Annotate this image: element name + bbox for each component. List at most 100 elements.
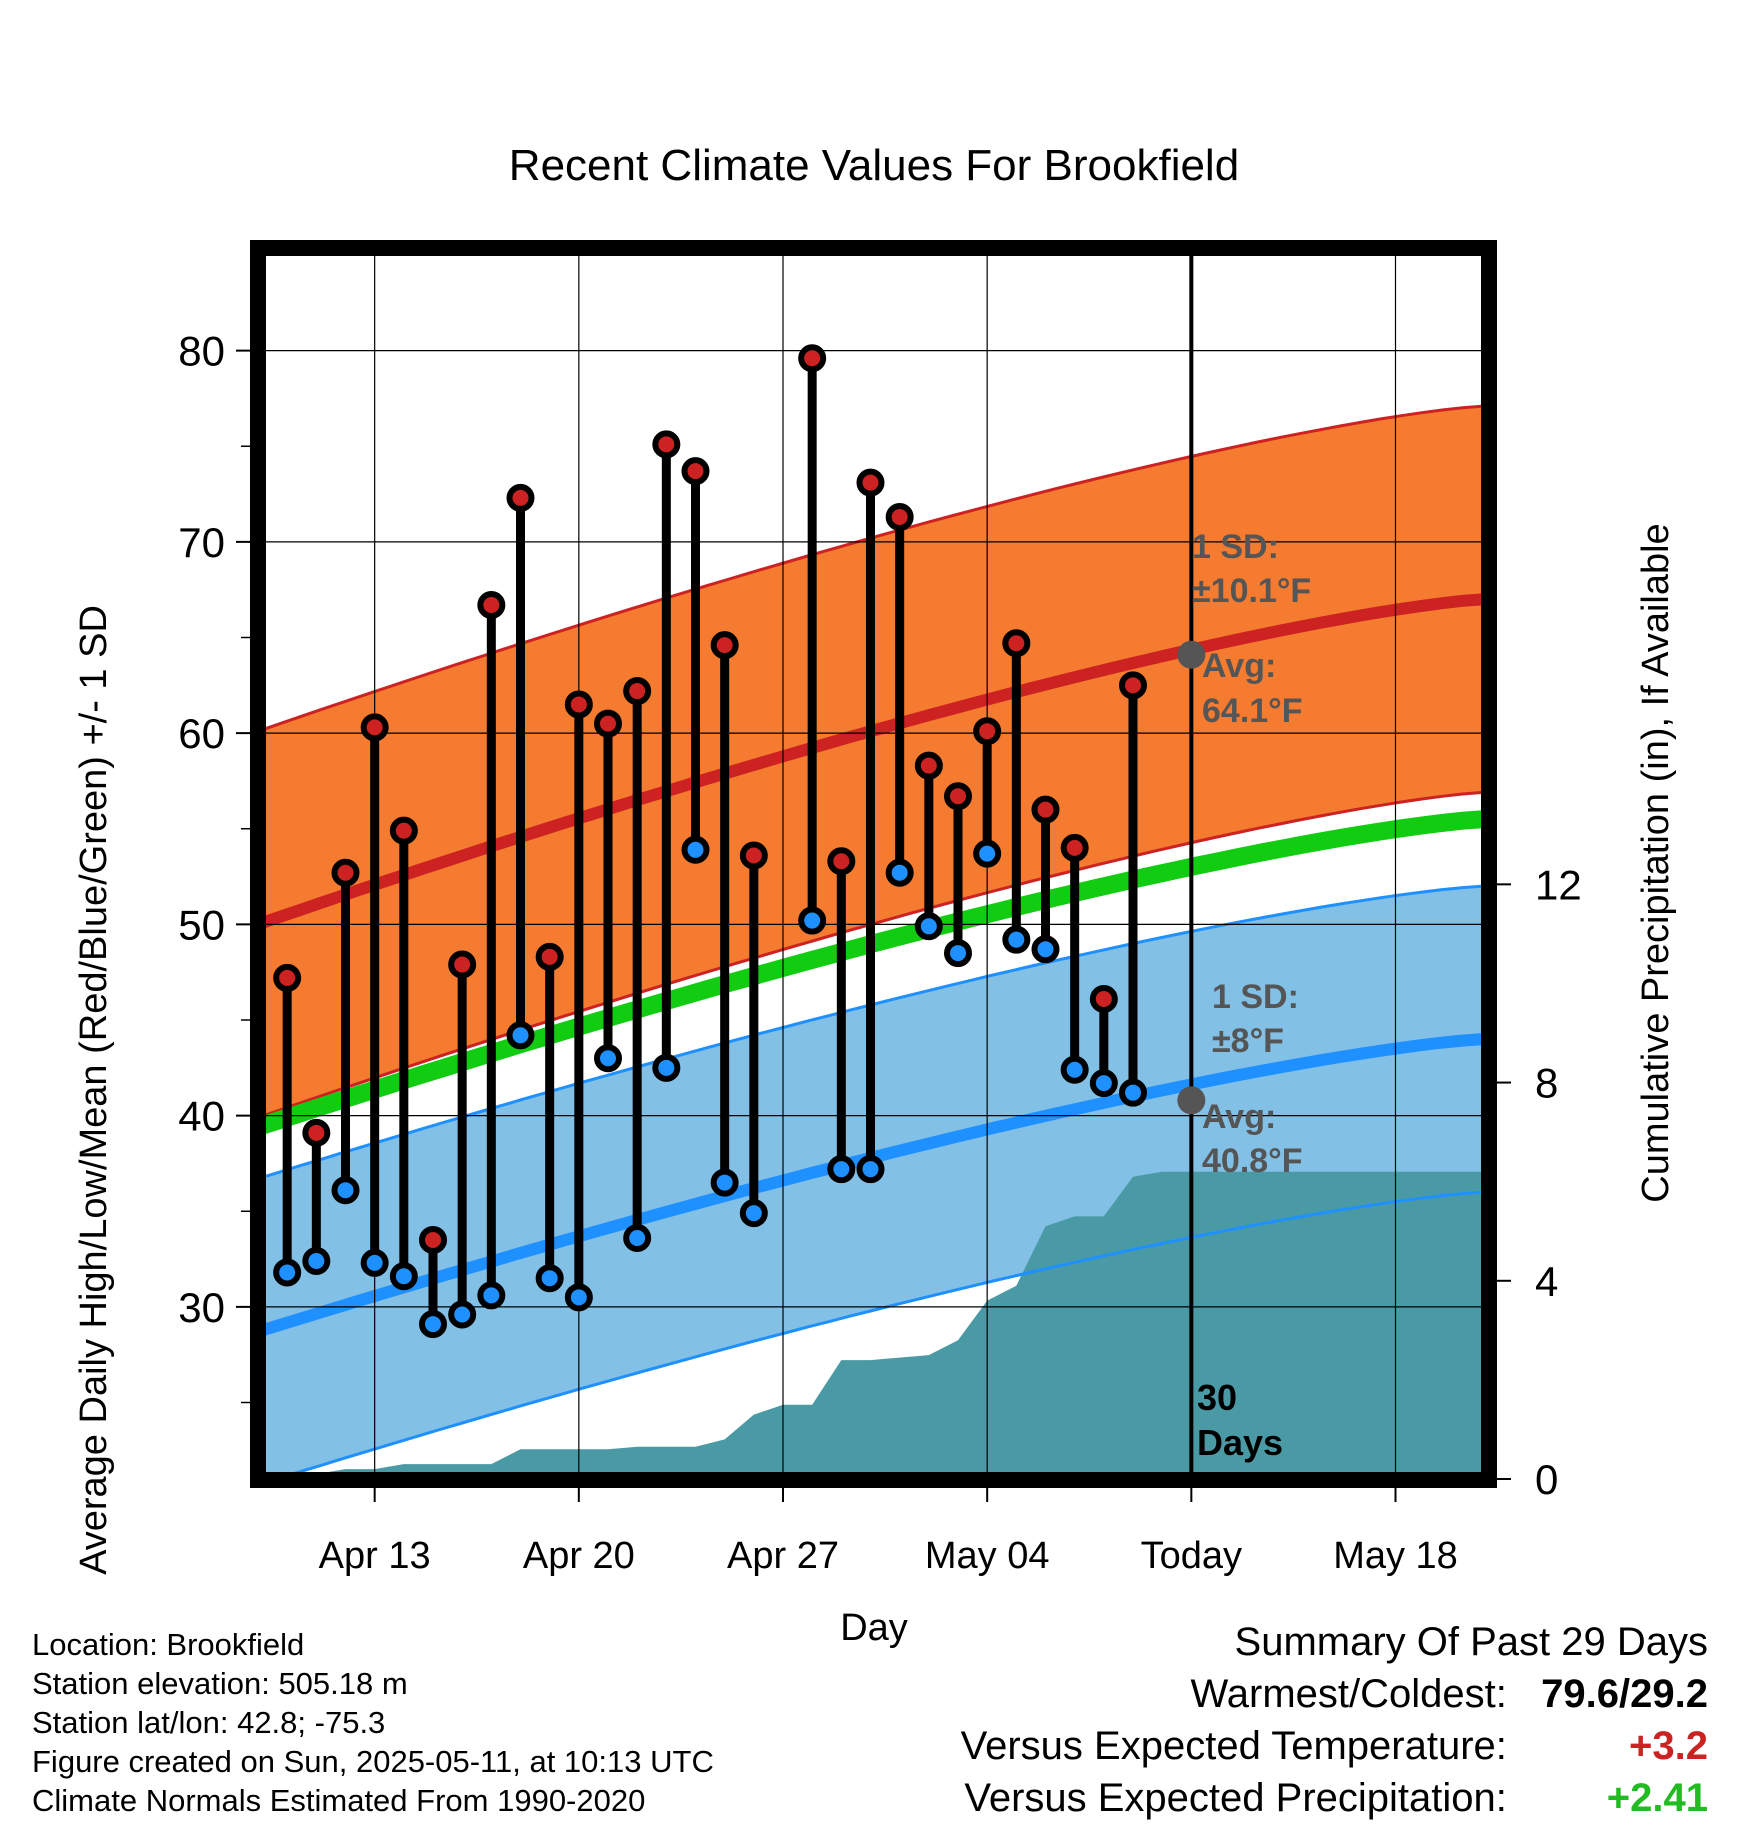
precip-label: Versus Expected Precipitation: — [964, 1776, 1507, 1820]
high-point — [506, 483, 535, 512]
station-info: Location: Brookfield Station elevation: … — [32, 1625, 714, 1820]
low-point — [623, 1224, 652, 1253]
high-point — [273, 963, 302, 992]
high-avg-label: Avg: — [1202, 647, 1276, 685]
high-point — [914, 751, 943, 780]
temp-value: +3.2 — [1629, 1724, 1708, 1768]
warmest-label: Warmest/Coldest: — [1190, 1672, 1507, 1716]
high-point — [739, 841, 768, 870]
y2-tick-label: 12 — [1535, 861, 1582, 908]
high-point — [798, 344, 827, 373]
y-tick-label: 60 — [178, 710, 225, 757]
high-point — [477, 590, 506, 619]
high-point — [419, 1225, 447, 1254]
y2-tick-label: 8 — [1535, 1060, 1558, 1107]
summary-warmest: Warmest/Coldest: 79.6/29.2 — [808, 1672, 1709, 1724]
high-point — [1002, 629, 1031, 658]
y-tick-label: 30 — [178, 1284, 225, 1331]
low-point — [827, 1155, 856, 1184]
low-point — [681, 835, 710, 864]
created-line: Figure created on Sun, 2025-05-11, at 10… — [32, 1744, 714, 1779]
high-point — [331, 858, 360, 887]
low-point — [856, 1155, 885, 1184]
x-tick-label: Today — [1141, 1535, 1242, 1577]
low-avg-value: 40.8°F — [1202, 1142, 1303, 1180]
low-point — [1089, 1069, 1118, 1098]
high-point — [944, 782, 972, 811]
x-axis-label: Day — [840, 1607, 908, 1649]
plot-frame — [250, 240, 1497, 1488]
low-sd-label: 1 SD: — [1212, 978, 1299, 1016]
precip-value: +2.41 — [1606, 1776, 1708, 1820]
high-point — [594, 709, 622, 738]
high-point — [710, 631, 739, 660]
summary-panel: Summary Of Past 29 Days Warmest/Coldest:… — [808, 1620, 1708, 1828]
today-high-avg-marker — [1177, 640, 1206, 669]
high-point — [623, 677, 652, 706]
y-tick-label: 40 — [178, 1093, 225, 1140]
y2-axis-label: Cumulative Precipitation (in), If Availa… — [1635, 523, 1677, 1202]
high-point — [360, 713, 389, 742]
y2-tick-label: 0 — [1535, 1456, 1558, 1503]
y2-tick-label: 4 — [1535, 1258, 1558, 1305]
high-point — [1060, 833, 1089, 862]
high-point — [681, 457, 710, 486]
y-tick-label: 50 — [178, 901, 225, 948]
low-point — [1002, 925, 1031, 954]
low-point — [739, 1199, 768, 1228]
chart-title: Recent Climate Values For Brookfield — [509, 141, 1239, 190]
high-point — [564, 690, 593, 719]
days-label: Days — [1197, 1422, 1283, 1463]
high-sd-label: 1 SD: — [1192, 528, 1279, 566]
high-point — [535, 942, 564, 971]
low-point — [1060, 1055, 1089, 1084]
low-point — [419, 1310, 447, 1339]
y-tick-label: 70 — [178, 519, 225, 566]
low-point — [302, 1246, 331, 1275]
low-point — [710, 1168, 739, 1197]
high-sd-value: ±10.1°F — [1192, 572, 1311, 610]
high-point — [827, 847, 856, 876]
low-point — [389, 1262, 418, 1291]
low-sd-lower — [271, 1190, 1483, 1479]
low-point — [506, 1021, 535, 1050]
low-point — [1031, 935, 1060, 964]
low-point — [652, 1053, 681, 1082]
elevation-line: Station elevation: 505.18 m — [32, 1666, 408, 1701]
summary-precip: Versus Expected Precipitation: +2.41 — [808, 1776, 1708, 1828]
low-point — [885, 858, 914, 887]
x-tick-label: Apr 13 — [319, 1535, 431, 1577]
latlon-line: Station lat/lon: 42.8; -75.3 — [32, 1705, 386, 1740]
low-point — [331, 1176, 360, 1205]
high-point — [652, 430, 681, 459]
low-point — [1119, 1078, 1147, 1107]
high-point — [856, 468, 885, 497]
y-tick-label: 80 — [178, 328, 225, 375]
low-point — [273, 1258, 302, 1287]
x-tick-label: May 04 — [925, 1535, 1050, 1577]
high-point — [448, 950, 477, 979]
temp-label: Versus Expected Temperature: — [960, 1724, 1507, 1768]
low-point — [798, 906, 827, 935]
low-point — [944, 939, 972, 968]
y-axis-label: Average Daily High/Low/Mean (Red/Blue/Gr… — [73, 605, 115, 1575]
low-point — [564, 1283, 593, 1312]
summary-temp: Versus Expected Temperature: +3.2 — [808, 1724, 1708, 1776]
high-point — [389, 816, 418, 845]
low-point — [973, 839, 1002, 868]
low-point — [535, 1264, 564, 1293]
high-point — [1119, 671, 1147, 700]
today-low-avg-marker — [1177, 1086, 1206, 1115]
high-avg-value: 64.1°F — [1202, 692, 1303, 730]
warmest-value: 79.6/29.2 — [1541, 1672, 1708, 1716]
x-tick-label: May 18 — [1333, 1535, 1458, 1577]
low-point — [914, 912, 943, 941]
high-point — [302, 1118, 331, 1147]
normals-line: Climate Normals Estimated From 1990-2020 — [32, 1783, 646, 1818]
high-point — [885, 503, 914, 532]
low-point — [477, 1281, 506, 1310]
location-line: Location: Brookfield — [32, 1627, 305, 1662]
low-avg-label: Avg: — [1202, 1098, 1276, 1136]
summary-title: Summary Of Past 29 Days — [1234, 1620, 1708, 1664]
high-point — [1089, 984, 1118, 1013]
